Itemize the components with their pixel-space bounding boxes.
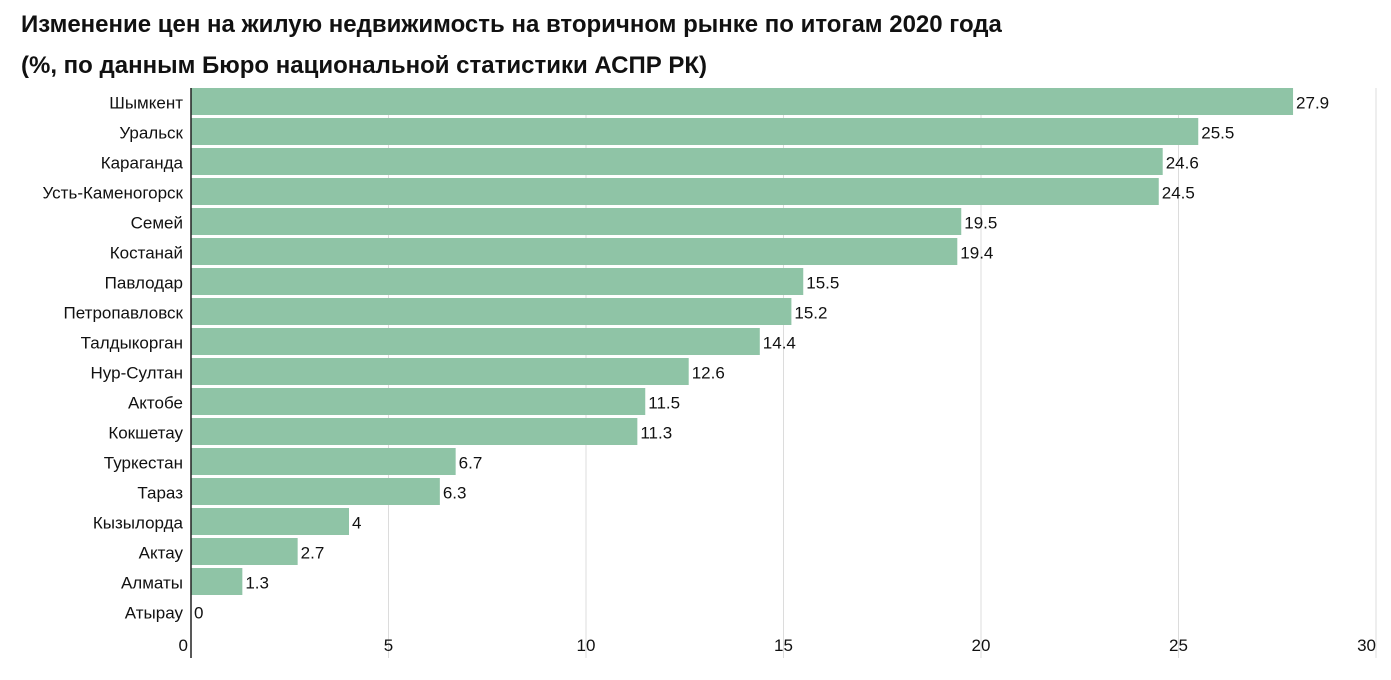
bar bbox=[191, 148, 1163, 175]
category-label: Нур-Султан bbox=[91, 364, 183, 383]
x-tick-label: 25 bbox=[1169, 636, 1188, 655]
value-label: 15.2 bbox=[794, 304, 827, 323]
category-label: Костанай bbox=[110, 244, 183, 263]
value-label: 6.3 bbox=[443, 484, 467, 503]
value-label: 24.6 bbox=[1166, 154, 1199, 173]
bar bbox=[191, 268, 804, 295]
x-tick-label: 30 bbox=[1357, 636, 1376, 655]
value-label: 11.5 bbox=[648, 394, 680, 413]
value-label: 12.6 bbox=[692, 364, 725, 383]
category-label: Кызылорда bbox=[93, 514, 184, 533]
value-label: 27.9 bbox=[1296, 94, 1329, 113]
category-label: Алматы bbox=[121, 574, 183, 593]
value-label: 25.5 bbox=[1201, 124, 1234, 143]
bar bbox=[191, 178, 1159, 205]
x-tick-label: 20 bbox=[972, 636, 991, 655]
bar bbox=[191, 568, 243, 595]
category-label: Петропавловск bbox=[64, 304, 184, 323]
bars bbox=[191, 88, 1294, 595]
chart-title: Изменение цен на жилую недвижимость на в… bbox=[21, 11, 1002, 38]
value-label: 0 bbox=[194, 604, 203, 623]
value-label: 19.4 bbox=[960, 244, 993, 263]
category-label: Актау bbox=[139, 544, 184, 563]
value-label: 19.5 bbox=[964, 214, 997, 233]
category-label: Атырау bbox=[125, 604, 184, 623]
value-label: 6.7 bbox=[459, 454, 483, 473]
category-label: Туркестан bbox=[104, 454, 183, 473]
x-tick-label: 10 bbox=[577, 636, 596, 655]
category-label: Павлодар bbox=[105, 274, 183, 293]
bar bbox=[191, 238, 958, 265]
bar bbox=[191, 88, 1294, 115]
bar bbox=[191, 208, 962, 235]
category-label: Усть-Каменогорск bbox=[43, 184, 184, 203]
bar bbox=[191, 328, 760, 355]
bar bbox=[191, 298, 792, 325]
value-label: 24.5 bbox=[1162, 184, 1195, 203]
value-labels: 27.9 25.524.6 24.5 19.5 19.4 15.5 15.2 14.4 12.6… bbox=[194, 94, 1329, 623]
value-label: 1.3 bbox=[245, 574, 269, 593]
bar bbox=[191, 388, 646, 415]
value-label: 14.4 bbox=[763, 334, 796, 353]
category-label: Шымкент bbox=[109, 94, 183, 113]
bar bbox=[191, 358, 689, 385]
bar bbox=[191, 118, 1199, 145]
category-label: Тараз bbox=[137, 484, 183, 503]
bar bbox=[191, 508, 349, 535]
category-label: Караганда bbox=[101, 154, 184, 173]
x-tick-label: 0 bbox=[179, 636, 188, 655]
category-labels: Шымкент Уральск Караганда Усть-Каменогорск С… bbox=[43, 94, 184, 623]
chart-subtitle: (%, по данным Бюро национальной статисти… bbox=[21, 52, 708, 79]
value-label: 2.7 bbox=[301, 544, 325, 563]
x-axis-ticks: 0 5 10 15 20 25 30 bbox=[179, 636, 1376, 655]
category-label: Актобе bbox=[128, 394, 183, 413]
x-tick-label: 5 bbox=[384, 636, 393, 655]
bar bbox=[191, 448, 456, 475]
category-label: Талдыкорган bbox=[81, 334, 183, 353]
bar bbox=[191, 538, 298, 565]
bar bbox=[191, 478, 440, 505]
value-label: 11.3 bbox=[640, 424, 672, 443]
value-label: 15.5 bbox=[806, 274, 839, 293]
category-label: Уральск bbox=[119, 124, 183, 143]
category-label: Семей bbox=[131, 214, 183, 233]
bar bbox=[191, 418, 638, 445]
value-label: 4 bbox=[352, 514, 361, 533]
x-tick-label: 15 bbox=[774, 636, 793, 655]
category-label: Кокшетау bbox=[108, 424, 183, 443]
